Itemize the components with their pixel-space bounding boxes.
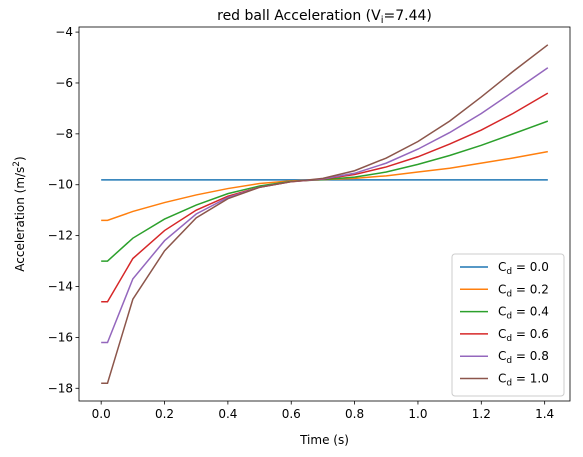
x-tick-label: 0.6 (282, 407, 301, 421)
y-tick-label: −14 (48, 280, 73, 294)
legend-label-prefix: C (498, 305, 506, 319)
legend-item: Cd = 0.6 (460, 327, 549, 344)
chart-title-main: red ball Acceleration (V (217, 8, 381, 24)
x-tick-label: 0.4 (218, 407, 237, 421)
legend-label-prefix: C (498, 282, 506, 296)
x-tick-label: 0.2 (155, 407, 174, 421)
legend-item: Cd = 0.4 (460, 305, 549, 322)
series-line-2 (101, 120, 549, 262)
x-tick-label: 1.4 (535, 407, 554, 421)
y-tick-label: −6 (55, 76, 73, 90)
legend-item: Cd = 1.0 (460, 372, 549, 389)
legend-label-value: = 0.4 (512, 305, 549, 319)
y-tick-label: −18 (48, 381, 73, 395)
legend-item: Cd = 0.0 (460, 260, 549, 277)
series-line-5 (101, 44, 549, 384)
legend-label: Cd = 0.0 (498, 260, 549, 277)
x-tick-label: 0.0 (92, 407, 111, 421)
legend-label-subscript: d (506, 289, 512, 299)
legend-label-prefix: C (498, 327, 506, 341)
series-line-1 (101, 150, 548, 222)
legend: Cd = 0.0Cd = 0.2Cd = 0.4Cd = 0.6Cd = 0.8… (451, 253, 565, 397)
chart-title-subscript: i (381, 15, 384, 26)
y-axis-label: Acceleration (m/s2) (12, 156, 27, 271)
y-axis: −18 −16 −14 −12 −10 −8 −6 −4 (48, 25, 79, 395)
x-tick-label: 1.0 (408, 407, 427, 421)
y-tick-label: −10 (48, 178, 73, 192)
x-axis: 0.0 0.2 0.4 0.6 0.8 1.0 1.2 1.4 (92, 401, 554, 421)
plot-frame (78, 26, 571, 402)
legend-label-subscript: d (506, 356, 512, 366)
legend-label-value: = 0.8 (512, 349, 549, 363)
legend-label: Cd = 0.8 (498, 349, 549, 366)
y-axis-label-end: ) (13, 156, 27, 161)
legend-label: Cd = 0.4 (498, 305, 549, 322)
x-tick-label: 1.2 (472, 407, 491, 421)
chart-title: red ball Acceleration (Vi=7.44) (217, 8, 432, 26)
legend-label-subscript: d (506, 267, 512, 277)
legend-label-prefix: C (498, 372, 506, 386)
plot-area (78, 26, 571, 402)
legend-label: Cd = 0.6 (498, 327, 549, 344)
y-tick-label: −8 (55, 127, 73, 141)
y-axis-label-main: Acceleration (m/s (13, 167, 27, 272)
legend-label-value: = 0.0 (512, 260, 549, 274)
chart-title-end: =7.44) (383, 8, 431, 24)
x-axis-label: Time (s) (299, 433, 349, 447)
legend-label-subscript: d (506, 334, 512, 344)
y-axis-label-superscript: 2 (12, 161, 22, 167)
legend-label-value: = 0.2 (512, 282, 549, 296)
legend-label-value: = 1.0 (512, 372, 549, 386)
y-tick-label: −4 (55, 25, 73, 39)
legend-label-value: = 0.6 (512, 327, 549, 341)
y-tick-label: −16 (48, 330, 73, 344)
legend-label-subscript: d (506, 312, 512, 322)
legend-item: Cd = 0.2 (460, 282, 549, 299)
legend-label-prefix: C (498, 349, 506, 363)
legend-label: Cd = 1.0 (498, 372, 549, 389)
legend-label-subscript: d (506, 379, 512, 389)
legend-label-prefix: C (498, 260, 506, 274)
legend-item: Cd = 0.8 (460, 349, 549, 366)
y-tick-label: −12 (48, 229, 73, 243)
legend-label: Cd = 0.2 (498, 282, 549, 299)
x-tick-label: 0.8 (345, 407, 364, 421)
